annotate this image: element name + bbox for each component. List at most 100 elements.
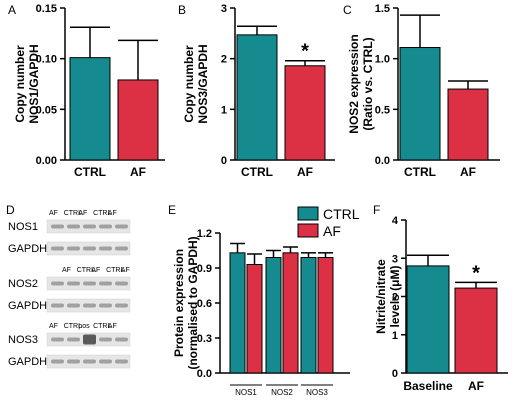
x-tick-label: CTRL: [404, 165, 436, 179]
blot-band: [67, 281, 80, 286]
y-axis-label-line: NOS2 expression: [347, 34, 361, 133]
blot-band: [99, 224, 112, 229]
blot-lane-label: AF: [108, 323, 117, 330]
y-tick-label: 1.2: [197, 228, 212, 240]
y-tick-label: 0.9: [197, 263, 212, 275]
bar-af: [282, 252, 299, 374]
y-tick-label: 0.15: [36, 3, 57, 15]
blot-band: [67, 359, 80, 364]
blot-lane-label: AF: [121, 267, 130, 274]
y-tick-label: 1.5: [375, 3, 390, 15]
y-axis-label: Nitrite/nitratelevels (μM): [374, 259, 402, 334]
blot-lane-label: AF: [62, 267, 71, 274]
blot-band: [115, 246, 128, 251]
y-axis-label-line: Copy number: [13, 45, 27, 123]
y-tick-label: 0.10: [36, 54, 57, 66]
bar: [69, 57, 111, 161]
legend-swatch: [297, 206, 319, 221]
y-tick-label: 0.5: [375, 104, 390, 116]
blot-band: [67, 246, 80, 251]
blot-band: [67, 303, 80, 308]
blot-lane-label: CTRL: [64, 210, 82, 217]
blot-lane-label: CTRL: [93, 323, 111, 330]
blot-lane-label: AF: [91, 267, 100, 274]
panel-letter: F: [373, 203, 380, 217]
blot-band: [67, 337, 80, 342]
blot-lane-label: CTRL: [64, 323, 82, 330]
legend-label: CTRL: [323, 206, 360, 222]
y-axis-label-line: NOS1/GAPDH: [27, 44, 41, 123]
blot-lane-label: CTRL: [93, 210, 111, 217]
y-tick-label: 0.3: [197, 333, 212, 345]
panel-letter: D: [6, 203, 15, 217]
x-tick-label: AF: [130, 165, 146, 179]
blot-band: [99, 281, 112, 286]
y-axis-label-line: Nitrite/nitrate: [374, 259, 388, 334]
y-tick-label: 0.05: [36, 104, 57, 116]
significance-marker: *: [301, 41, 309, 63]
blot-row-label: GAPDH: [8, 243, 47, 255]
blot-band: [51, 224, 64, 229]
blot-band: [51, 281, 64, 286]
y-tick-label: 0.6: [197, 298, 212, 310]
y-axis-label-line: Protein expression: [172, 249, 186, 357]
y-tick-label: 0.0: [375, 155, 390, 167]
chart-A: 0.00 0.05 0.10 0.15 A Copy numberNOS1/GAPDH CT…: [8, 3, 165, 179]
y-axis-label-line: (normalised to GAPDH): [186, 236, 200, 369]
bar: [117, 79, 159, 161]
bar-af: [317, 257, 334, 374]
blot-lane-label: CTRL: [106, 267, 124, 274]
blot-lane-label: AF: [108, 210, 117, 217]
blot-row-label: GAPDH: [8, 300, 47, 312]
bar: [447, 88, 489, 161]
blot-band: [83, 359, 96, 364]
blot-band: [83, 281, 96, 286]
blot-lane-label: AF: [49, 210, 58, 217]
blot-band: [115, 303, 128, 308]
chart-B: 0 1 2 3 B Copy numberNOS3/GAPDH CTRL AF *: [178, 3, 335, 179]
blot-band: [115, 224, 128, 229]
blot-row-label: NOS1: [8, 221, 38, 233]
y-axis-label-line: Copy number: [182, 45, 196, 123]
blot-band: [115, 337, 128, 342]
bar: [399, 47, 441, 161]
significance-marker: *: [472, 262, 480, 284]
x-tick-label: Baseline: [403, 379, 453, 393]
y-tick-label: 0.00: [36, 155, 57, 167]
y-tick-label: 2: [221, 54, 227, 66]
y-axis-label-line: (Ratio vs. CTRL): [361, 37, 375, 130]
bar: [236, 34, 278, 161]
panel-letter: E: [168, 203, 176, 217]
x-tick-label: NOS2: [271, 388, 293, 397]
blot-lane-label: AF: [49, 323, 58, 330]
x-tick-label: NOS3: [306, 388, 328, 397]
y-tick-label: 4: [392, 215, 399, 227]
legend-swatch: [297, 223, 319, 238]
y-axis-label: Protein expression(normalised to GAPDH): [172, 236, 200, 369]
panel-letter: B: [178, 3, 186, 17]
y-axis-label: Copy numberNOS1/GAPDH: [13, 44, 41, 123]
blot-row-label: NOS2: [8, 278, 38, 290]
blot-lane-label: CTRL: [77, 267, 95, 274]
y-tick-label: 3: [392, 253, 398, 265]
blot-band: [99, 337, 112, 342]
blot-band: [83, 224, 96, 229]
blot-band: [115, 359, 128, 364]
panel-letter: A: [8, 3, 16, 17]
blot-band: [51, 246, 64, 251]
x-tick-label: NOS1: [235, 388, 257, 397]
blot-band: [51, 359, 64, 364]
blot-band: [67, 224, 80, 229]
x-tick-label: AF: [468, 379, 484, 393]
y-tick-label: 1: [221, 104, 227, 116]
legend-label: AF: [323, 223, 341, 239]
y-tick-label: 2: [392, 292, 398, 304]
bar: [454, 287, 498, 374]
x-tick-label: CTRL: [74, 165, 106, 179]
y-tick-label: 0.0: [197, 368, 212, 380]
blot-band: [99, 303, 112, 308]
x-tick-label: AF: [460, 165, 476, 179]
chart-F: 0 1 2 3 4F Nitrite/nitratelevels (μM) Baseline…: [373, 203, 508, 393]
blot-band: [83, 303, 96, 308]
